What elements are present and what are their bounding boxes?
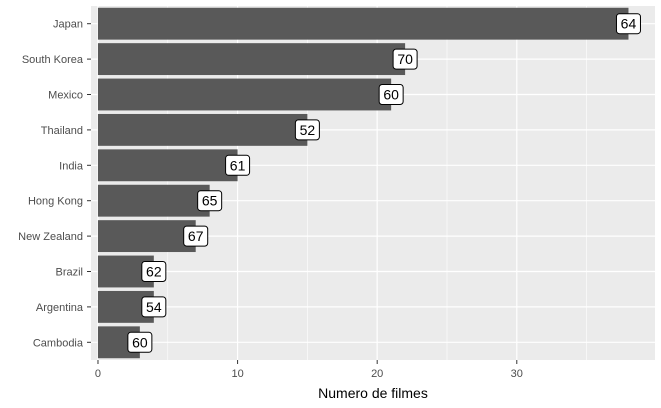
x-tick-label: 30 — [511, 368, 523, 380]
bar — [97, 7, 629, 40]
x-tick-label: 10 — [231, 368, 243, 380]
y-tick-label: Thailand — [41, 125, 83, 137]
x-axis-title: Numero de filmes — [318, 385, 428, 401]
data-label-box — [615, 13, 641, 35]
data-label: 70 — [397, 51, 413, 67]
bar — [97, 78, 392, 111]
data-labels: 64 70 60 52 61 65 67 62 54 60 — [127, 13, 641, 353]
bar — [97, 113, 308, 146]
y-tick-label: Mexico — [48, 90, 83, 102]
bar — [97, 43, 406, 76]
data-label: 62 — [146, 264, 162, 280]
data-label-box — [141, 261, 167, 282]
y-axis: Japan South Korea Mexico Thailand India Hong … — [18, 19, 91, 349]
x-axis: 0 10 20 30 — [95, 360, 523, 380]
y-tick-label: Japan — [53, 19, 83, 31]
data-label-box — [127, 331, 153, 353]
data-label: 65 — [202, 193, 218, 209]
data-label-box — [183, 225, 209, 247]
bar — [97, 184, 210, 217]
x-tick-label: 0 — [95, 368, 101, 380]
bar — [97, 220, 196, 253]
y-tick-label: Hong Kong — [28, 196, 83, 208]
y-tick-label: Argentina — [36, 302, 84, 314]
data-label: 54 — [146, 299, 162, 315]
data-label: 64 — [621, 16, 637, 32]
y-tick-label: India — [59, 160, 84, 172]
data-label-box — [197, 190, 223, 212]
data-label-box — [225, 154, 251, 176]
data-label: 52 — [300, 122, 316, 138]
y-tick-label: New Zealand — [18, 231, 83, 243]
y-tick-label: Brazil — [55, 267, 83, 279]
bar — [97, 149, 238, 182]
y-tick-label: South Korea — [22, 54, 84, 66]
data-label: 60 — [383, 87, 399, 103]
data-label-box — [294, 119, 320, 141]
data-label-box — [141, 296, 167, 318]
data-label: 60 — [132, 334, 148, 350]
bars — [97, 7, 629, 359]
y-tick-label: Cambodia — [33, 337, 84, 349]
data-label: 61 — [230, 157, 246, 173]
x-tick-label: 20 — [371, 368, 383, 380]
data-label: 67 — [188, 228, 204, 244]
data-label-box — [392, 48, 418, 70]
data-label-box — [378, 84, 404, 105]
